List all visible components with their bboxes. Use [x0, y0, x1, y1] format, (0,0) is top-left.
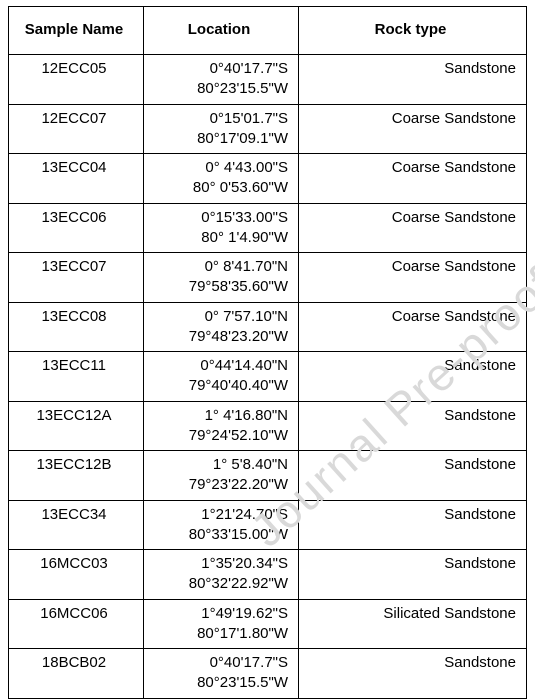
- cell-sample: 12ECC07: [9, 104, 144, 154]
- location-line-2: 80°17'09.1"W: [148, 129, 288, 149]
- cell-rocktype: Sandstone: [299, 401, 527, 451]
- cell-location: 1°21'24.70"S80°33'15.00"W: [144, 500, 299, 550]
- sample-table: Sample Name Location Rock type 12ECC050°…: [8, 6, 527, 699]
- location-line-1: 0°15'33.00"S: [148, 208, 288, 228]
- cell-rocktype: Coarse Sandstone: [299, 154, 527, 204]
- cell-sample: 13ECC12A: [9, 401, 144, 451]
- location-line-1: 0°40'17.7"S: [148, 653, 288, 673]
- cell-location: 1° 4'16.80"N79°24'52.10"W: [144, 401, 299, 451]
- cell-location: 0°40'17.7"S80°23'15.5"W: [144, 649, 299, 699]
- location-line-1: 1°49'19.62"S: [148, 604, 288, 624]
- cell-rocktype: Sandstone: [299, 55, 527, 105]
- cell-rocktype: Sandstone: [299, 649, 527, 699]
- table-row: 13ECC040° 4'43.00"S80° 0'53.60"WCoarse S…: [9, 154, 527, 204]
- location-line-2: 79°23'22.20"W: [148, 475, 288, 495]
- col-header-sample: Sample Name: [9, 7, 144, 55]
- cell-location: 0°40'17.7"S80°23'15.5"W: [144, 55, 299, 105]
- cell-location: 0°15'33.00"S80° 1'4.90"W: [144, 203, 299, 253]
- cell-rocktype: Silicated Sandstone: [299, 599, 527, 649]
- header-row: Sample Name Location Rock type: [9, 7, 527, 55]
- location-line-2: 79°58'35.60"W: [148, 277, 288, 297]
- location-line-1: 0°40'17.7"S: [148, 59, 288, 79]
- cell-sample: 13ECC08: [9, 302, 144, 352]
- cell-sample: 13ECC07: [9, 253, 144, 303]
- location-line-1: 1° 4'16.80"N: [148, 406, 288, 426]
- table-row: 18BCB020°40'17.7"S80°23'15.5"WSandstone: [9, 649, 527, 699]
- cell-location: 0° 8'41.70"N79°58'35.60"W: [144, 253, 299, 303]
- cell-rocktype: Sandstone: [299, 500, 527, 550]
- table-row: 13ECC060°15'33.00"S80° 1'4.90"WCoarse Sa…: [9, 203, 527, 253]
- cell-sample: 16MCC06: [9, 599, 144, 649]
- location-line-2: 80° 1'4.90"W: [148, 228, 288, 248]
- cell-sample: 12ECC05: [9, 55, 144, 105]
- location-line-1: 1° 5'8.40"N: [148, 455, 288, 475]
- table-row: 13ECC12B1° 5'8.40"N79°23'22.20"WSandston…: [9, 451, 527, 501]
- table-row: 16MCC061°49'19.62"S80°17'1.80"WSilicated…: [9, 599, 527, 649]
- location-line-1: 0° 7'57.10"N: [148, 307, 288, 327]
- location-line-2: 79°24'52.10"W: [148, 426, 288, 446]
- cell-location: 1°49'19.62"S80°17'1.80"W: [144, 599, 299, 649]
- col-header-location: Location: [144, 7, 299, 55]
- cell-sample: 16MCC03: [9, 550, 144, 600]
- table-row: 13ECC080° 7'57.10"N79°48'23.20"WCoarse S…: [9, 302, 527, 352]
- location-line-1: 1°21'24.70"S: [148, 505, 288, 525]
- location-line-1: 0° 4'43.00"S: [148, 158, 288, 178]
- cell-sample: 13ECC34: [9, 500, 144, 550]
- cell-location: 0° 7'57.10"N79°48'23.20"W: [144, 302, 299, 352]
- table-row: 13ECC110°44'14.40"N79°40'40.40"WSandston…: [9, 352, 527, 402]
- cell-sample: 13ECC06: [9, 203, 144, 253]
- cell-location: 0°15'01.7"S80°17'09.1"W: [144, 104, 299, 154]
- location-line-2: 80°23'15.5"W: [148, 673, 288, 693]
- cell-sample: 18BCB02: [9, 649, 144, 699]
- table-row: 16MCC031°35'20.34"S80°32'22.92"WSandston…: [9, 550, 527, 600]
- table-row: 12ECC050°40'17.7"S80°23'15.5"WSandstone: [9, 55, 527, 105]
- table-row: 13ECC341°21'24.70"S80°33'15.00"WSandston…: [9, 500, 527, 550]
- location-line-2: 80°33'15.00"W: [148, 525, 288, 545]
- cell-sample: 13ECC12B: [9, 451, 144, 501]
- cell-rocktype: Coarse Sandstone: [299, 253, 527, 303]
- table-row: 13ECC12A1° 4'16.80"N79°24'52.10"WSandsto…: [9, 401, 527, 451]
- table-row: 13ECC070° 8'41.70"N79°58'35.60"WCoarse S…: [9, 253, 527, 303]
- cell-rocktype: Sandstone: [299, 352, 527, 402]
- cell-location: 0°44'14.40"N79°40'40.40"W: [144, 352, 299, 402]
- cell-rocktype: Sandstone: [299, 550, 527, 600]
- location-line-2: 80° 0'53.60"W: [148, 178, 288, 198]
- location-line-2: 79°48'23.20"W: [148, 327, 288, 347]
- location-line-2: 80°23'15.5"W: [148, 79, 288, 99]
- col-header-rocktype: Rock type: [299, 7, 527, 55]
- cell-rocktype: Coarse Sandstone: [299, 302, 527, 352]
- cell-rocktype: Coarse Sandstone: [299, 104, 527, 154]
- cell-rocktype: Coarse Sandstone: [299, 203, 527, 253]
- table-body: 12ECC050°40'17.7"S80°23'15.5"WSandstone1…: [9, 55, 527, 699]
- cell-location: 0° 4'43.00"S80° 0'53.60"W: [144, 154, 299, 204]
- location-line-1: 0°15'01.7"S: [148, 109, 288, 129]
- location-line-1: 1°35'20.34"S: [148, 554, 288, 574]
- location-line-2: 79°40'40.40"W: [148, 376, 288, 396]
- location-line-2: 80°32'22.92"W: [148, 574, 288, 594]
- location-line-1: 0° 8'41.70"N: [148, 257, 288, 277]
- location-line-1: 0°44'14.40"N: [148, 356, 288, 376]
- cell-location: 1° 5'8.40"N79°23'22.20"W: [144, 451, 299, 501]
- location-line-2: 80°17'1.80"W: [148, 624, 288, 644]
- cell-sample: 13ECC04: [9, 154, 144, 204]
- table-row: 12ECC070°15'01.7"S80°17'09.1"WCoarse San…: [9, 104, 527, 154]
- cell-location: 1°35'20.34"S80°32'22.92"W: [144, 550, 299, 600]
- cell-rocktype: Sandstone: [299, 451, 527, 501]
- cell-sample: 13ECC11: [9, 352, 144, 402]
- sample-table-container: Sample Name Location Rock type 12ECC050°…: [0, 0, 535, 699]
